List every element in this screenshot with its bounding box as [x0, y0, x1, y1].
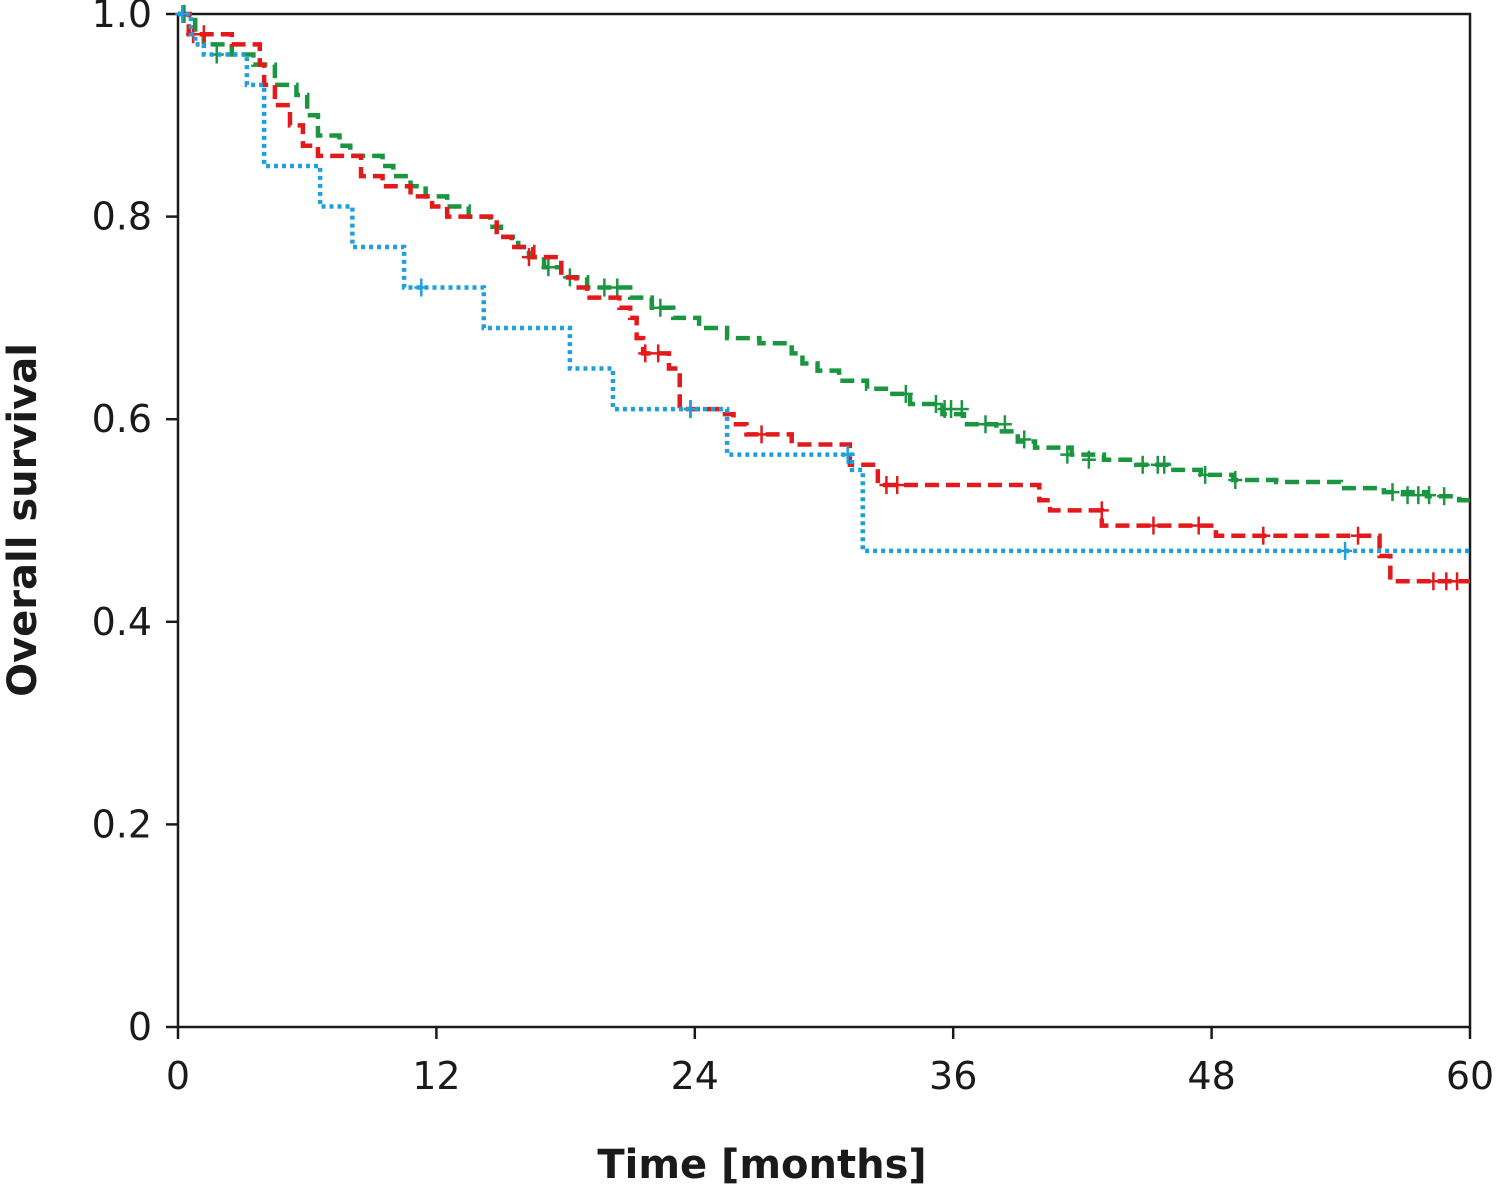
censor-mark [1422, 486, 1437, 505]
survival-curve [178, 11, 1470, 503]
x-tick-label: 0 [166, 1054, 190, 1098]
censor-mark [1191, 516, 1206, 535]
x-axis-title: Time [months] [597, 1142, 926, 1188]
censor-mark [597, 278, 612, 297]
survival-curve [178, 11, 1470, 554]
censor-mark [754, 425, 769, 444]
censor-mark [651, 344, 666, 363]
series-3 [175, 5, 1470, 560]
censor-mark [1060, 445, 1075, 464]
censor-mark [1228, 470, 1243, 489]
censor-mark [610, 278, 625, 297]
censor-mark [997, 415, 1012, 434]
censor-mark [1094, 501, 1109, 520]
censor-mark [521, 248, 536, 267]
y-tick-label: 0.6 [92, 397, 152, 441]
series-layer [175, 5, 1470, 591]
x-axis: 0 12 24 36 48 60 [166, 1027, 1494, 1098]
y-tick-label: 1.0 [92, 0, 152, 36]
series-1 [177, 5, 1470, 506]
x-tick-label: 24 [671, 1054, 719, 1098]
y-tick-label: 0.2 [92, 802, 152, 846]
y-tick-label: 0.4 [92, 600, 152, 644]
censor-mark [414, 278, 429, 297]
censor-mark [1157, 455, 1172, 474]
censor-mark [1198, 465, 1213, 484]
y-tick-label: 0 [128, 1005, 152, 1049]
y-axis-title: Overall survival [0, 343, 46, 697]
censor-mark [638, 344, 653, 363]
censor-mark [928, 395, 943, 414]
censor-mark [1385, 483, 1400, 502]
survival-curve [178, 11, 1470, 584]
censor-mark [1338, 541, 1353, 560]
x-tick-label: 60 [1446, 1054, 1494, 1098]
censor-mark [175, 5, 190, 23]
series-2 [178, 11, 1470, 591]
censor-mark [890, 476, 905, 495]
censor-mark [840, 445, 855, 464]
censor-mark [683, 400, 698, 419]
x-tick-label: 48 [1187, 1054, 1235, 1098]
censor-mark [1426, 572, 1441, 591]
censor-mark [978, 415, 993, 434]
x-tick-label: 12 [412, 1054, 460, 1098]
censor-mark [1450, 572, 1465, 591]
x-tick-label: 36 [929, 1054, 977, 1098]
censor-mark [1081, 450, 1096, 469]
y-axis: 0 0.2 0.4 0.6 0.8 1.0 [92, 0, 178, 1049]
censor-mark [196, 25, 211, 44]
censor-mark [653, 298, 668, 317]
plot-frame [176, 12, 1472, 1029]
censor-mark [898, 384, 913, 403]
censor-mark [1437, 487, 1452, 506]
censor-mark [954, 400, 969, 419]
censor-mark [1146, 516, 1161, 535]
censor-mark [1017, 430, 1032, 449]
censor-mark [1351, 526, 1366, 545]
censor-mark [541, 258, 556, 277]
censor-mark [1256, 526, 1271, 545]
censor-mark [1135, 455, 1150, 474]
y-tick-label: 0.8 [92, 195, 152, 239]
